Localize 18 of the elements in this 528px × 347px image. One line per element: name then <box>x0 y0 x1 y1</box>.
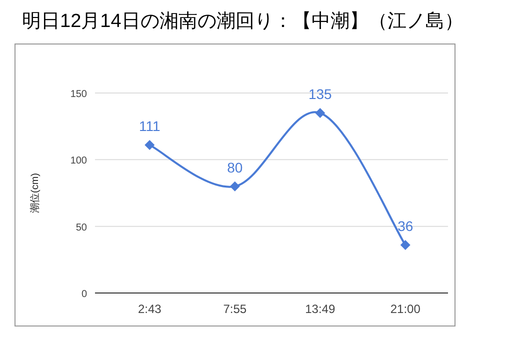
data-label: 135 <box>308 86 332 102</box>
data-label: 111 <box>138 118 160 134</box>
x-tick-label: 2:43 <box>138 302 162 316</box>
chart-title: 明日12月14日の湘南の潮回り：【中潮】（江ノ島） <box>22 11 464 32</box>
point <box>400 240 410 250</box>
y-tick-label: 0 <box>81 289 88 300</box>
point <box>144 140 155 150</box>
x-tick-label: 21:00 <box>390 302 421 316</box>
data-label: 36 <box>398 218 414 234</box>
point <box>315 108 326 118</box>
y-tick-label: 50 <box>76 222 88 234</box>
x-tick-label: 7:55 <box>223 302 247 316</box>
y-tick-label: 150 <box>70 89 88 100</box>
y-axis-title: 潮位(cm) <box>29 173 41 213</box>
x-tick-label: 13:49 <box>305 302 336 316</box>
data-label: 80 <box>227 159 243 176</box>
point <box>230 181 240 192</box>
y-tick-label: 100 <box>70 156 88 167</box>
